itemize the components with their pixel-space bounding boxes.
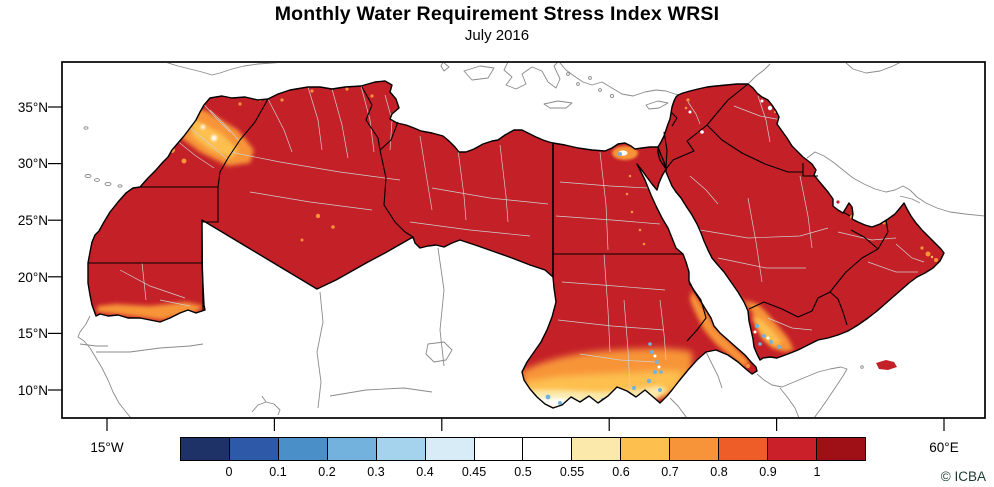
colorbar-segments: [180, 437, 866, 461]
attribution: © ICBA: [940, 469, 986, 484]
map-content: [63, 63, 984, 417]
lat-label-35n: 35°N: [17, 100, 48, 115]
colorbar-labels: 0 0.1 0.2 0.3 0.4 0.45 0.5 0.55 0.6 0.7 0.8 0.9 1: [180, 465, 866, 481]
colorbar-segment: [719, 438, 769, 460]
colorbar-tick-label: 0.9: [759, 465, 777, 479]
colorbar-tick-label: 1: [813, 465, 821, 479]
colorbar-segment: [670, 438, 720, 460]
colorbar-segment: [376, 438, 426, 460]
admin-borders-maghreb: [119, 85, 549, 307]
colorbar-segment: [572, 438, 622, 460]
region-socotra: [876, 360, 897, 370]
colorbar-segment: [181, 438, 230, 460]
colorbar-tick-label: 0.3: [367, 465, 385, 479]
colorbar-tick-label: 0: [225, 465, 233, 479]
lon-label-15w: 15°W: [90, 440, 124, 455]
colorbar-tick-label: 0.2: [318, 465, 336, 479]
colorbar-segment: [621, 438, 671, 460]
coastlines-non-data: [77, 63, 984, 417]
region-bahrain: [836, 200, 840, 204]
colorbar-tick-label: 0.55: [559, 465, 585, 479]
colorbar-tick-label: 0.1: [269, 465, 287, 479]
colorbar-segment: [523, 438, 573, 460]
axis-ticks: [48, 106, 945, 431]
colorbar-segment: [327, 438, 377, 460]
colorbar-segment: [425, 438, 475, 460]
colorbar-tick-label: 0.5: [514, 465, 532, 479]
admin-borders-arabia: [687, 95, 925, 331]
country-borders-internal: [88, 83, 889, 342]
page-title: Monthly Water Requirement Stress Index W…: [274, 3, 720, 25]
lat-label-15n: 15°N: [17, 326, 48, 341]
colorbar-tick-label: 0.45: [461, 465, 487, 479]
colorbar-segment: [278, 438, 328, 460]
lat-label-20n: 20°N: [17, 270, 48, 285]
colorbar-tick-label: 0.4: [416, 465, 434, 479]
colorbar-segment: [474, 438, 524, 460]
data-regions: [88, 81, 944, 408]
lat-label-30n: 30°N: [17, 156, 48, 171]
lat-label-10n: 10°N: [17, 383, 48, 398]
colorbar-tick-label: 0.7: [661, 465, 679, 479]
colorbar-tick-label: 0.6: [612, 465, 630, 479]
subtitle-date: July 2016: [464, 27, 530, 44]
admin-borders-egypt-sudan: [555, 151, 667, 389]
map-frame: [61, 61, 986, 419]
colorbar-tick-label: 0.8: [710, 465, 728, 479]
patches-sudan: [522, 146, 750, 408]
colorbar-segment: [816, 438, 865, 460]
lat-label-25n: 25°N: [17, 213, 48, 228]
lon-label-60e: 60°E: [929, 440, 959, 455]
colorbar-segment: [229, 438, 279, 460]
colorbar-segment: [768, 438, 817, 460]
